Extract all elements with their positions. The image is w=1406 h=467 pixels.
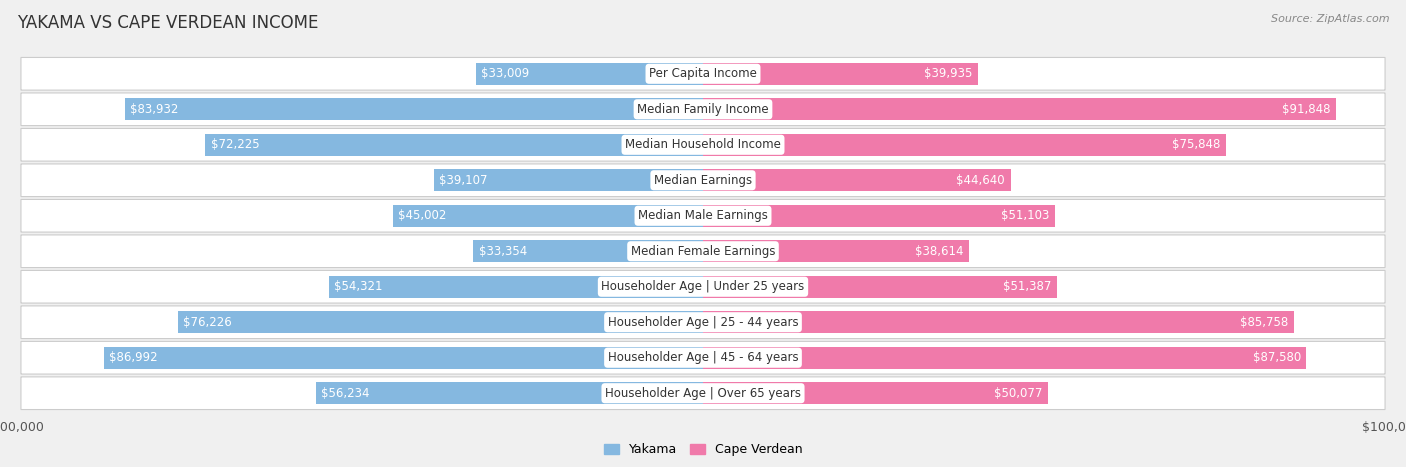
- Text: Householder Age | 25 - 44 years: Householder Age | 25 - 44 years: [607, 316, 799, 329]
- FancyBboxPatch shape: [21, 57, 1385, 90]
- Text: YAKAMA VS CAPE VERDEAN INCOME: YAKAMA VS CAPE VERDEAN INCOME: [17, 14, 318, 32]
- Text: $85,758: $85,758: [1240, 316, 1288, 329]
- Legend: Yakama, Cape Verdean: Yakama, Cape Verdean: [599, 439, 807, 461]
- FancyBboxPatch shape: [21, 377, 1385, 410]
- Bar: [703, 134, 1226, 156]
- FancyBboxPatch shape: [21, 306, 1385, 339]
- Text: $51,103: $51,103: [1001, 209, 1049, 222]
- Text: $38,614: $38,614: [915, 245, 963, 258]
- Text: $56,234: $56,234: [321, 387, 370, 400]
- Bar: [703, 205, 1054, 227]
- Bar: [703, 169, 1011, 191]
- Text: Householder Age | Under 25 years: Householder Age | Under 25 years: [602, 280, 804, 293]
- Bar: [703, 311, 1294, 333]
- Text: Median Female Earnings: Median Female Earnings: [631, 245, 775, 258]
- FancyBboxPatch shape: [21, 93, 1385, 126]
- Text: $87,580: $87,580: [1253, 351, 1301, 364]
- Text: Median Male Earnings: Median Male Earnings: [638, 209, 768, 222]
- Text: Median Family Income: Median Family Income: [637, 103, 769, 116]
- Text: Median Earnings: Median Earnings: [654, 174, 752, 187]
- Text: $54,321: $54,321: [335, 280, 382, 293]
- Text: $44,640: $44,640: [956, 174, 1005, 187]
- Text: $45,002: $45,002: [398, 209, 447, 222]
- FancyBboxPatch shape: [21, 164, 1385, 197]
- FancyBboxPatch shape: [21, 341, 1385, 374]
- Text: $76,226: $76,226: [183, 316, 232, 329]
- Bar: [703, 382, 1047, 404]
- Text: $75,848: $75,848: [1171, 138, 1220, 151]
- Bar: [703, 63, 979, 85]
- Bar: [315, 382, 703, 404]
- Text: $83,932: $83,932: [131, 103, 179, 116]
- Bar: [703, 276, 1057, 298]
- FancyBboxPatch shape: [21, 128, 1385, 161]
- Bar: [104, 347, 703, 369]
- Text: $86,992: $86,992: [110, 351, 157, 364]
- Bar: [474, 240, 703, 262]
- Bar: [703, 240, 969, 262]
- Text: Median Household Income: Median Household Income: [626, 138, 780, 151]
- Bar: [703, 347, 1306, 369]
- FancyBboxPatch shape: [21, 235, 1385, 268]
- Text: Source: ZipAtlas.com: Source: ZipAtlas.com: [1271, 14, 1389, 24]
- Text: Householder Age | 45 - 64 years: Householder Age | 45 - 64 years: [607, 351, 799, 364]
- Text: Householder Age | Over 65 years: Householder Age | Over 65 years: [605, 387, 801, 400]
- Bar: [433, 169, 703, 191]
- Text: $91,848: $91,848: [1282, 103, 1330, 116]
- Text: $33,009: $33,009: [481, 67, 529, 80]
- Text: $50,077: $50,077: [994, 387, 1042, 400]
- Text: $39,107: $39,107: [439, 174, 488, 187]
- Bar: [329, 276, 703, 298]
- FancyBboxPatch shape: [21, 199, 1385, 232]
- Text: Per Capita Income: Per Capita Income: [650, 67, 756, 80]
- Bar: [125, 98, 703, 120]
- Bar: [475, 63, 703, 85]
- Bar: [177, 311, 703, 333]
- Text: $51,387: $51,387: [1002, 280, 1052, 293]
- Bar: [703, 98, 1336, 120]
- Text: $39,935: $39,935: [924, 67, 973, 80]
- Bar: [205, 134, 703, 156]
- Text: $72,225: $72,225: [211, 138, 260, 151]
- Bar: [392, 205, 703, 227]
- Text: $33,354: $33,354: [478, 245, 527, 258]
- FancyBboxPatch shape: [21, 270, 1385, 303]
